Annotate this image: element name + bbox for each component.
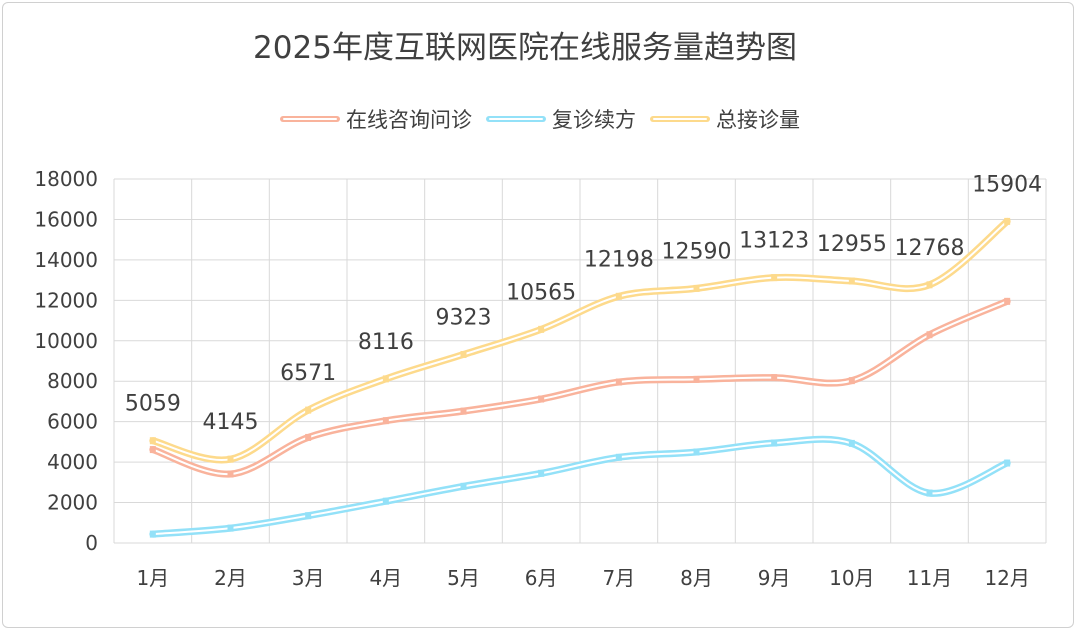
data-label: 12768 xyxy=(895,236,965,261)
x-tick-label: 4月 xyxy=(369,566,402,590)
data-point xyxy=(538,469,545,477)
data-point xyxy=(1004,297,1011,305)
data-label: 15904 xyxy=(972,172,1042,197)
data-point xyxy=(227,524,234,532)
series-line-inner-1 xyxy=(151,438,1009,536)
data-point xyxy=(382,375,389,383)
y-tick-label: 12000 xyxy=(34,288,98,312)
legend-label: 总接诊量 xyxy=(716,108,800,132)
x-tick-label: 8月 xyxy=(680,566,713,590)
data-label: 9323 xyxy=(436,305,492,330)
data-point xyxy=(926,331,933,339)
data-label: 4145 xyxy=(203,410,259,435)
data-point xyxy=(848,277,855,285)
y-tick-label: 16000 xyxy=(34,207,98,231)
data-point xyxy=(538,325,545,333)
legend-item: 总接诊量 xyxy=(650,104,800,134)
data-point xyxy=(926,489,933,497)
x-tick-label: 12月 xyxy=(984,566,1029,590)
data-point xyxy=(149,446,156,454)
data-point xyxy=(460,350,467,358)
data-label: 12198 xyxy=(584,247,654,272)
legend-item: 复诊续方 xyxy=(486,104,636,134)
data-label: 8116 xyxy=(358,330,414,355)
x-tick-label: 10月 xyxy=(829,566,874,590)
chart-title: 2025年度互联网医院在线服务量趋势图 xyxy=(253,30,797,66)
data-label: 13123 xyxy=(739,229,809,254)
data-point xyxy=(538,395,545,403)
data-label: 12590 xyxy=(662,239,732,264)
data-label: 6571 xyxy=(280,361,336,386)
x-tick-label: 11月 xyxy=(907,566,952,590)
data-point xyxy=(149,530,156,538)
data-point xyxy=(227,470,234,478)
legend-item: 在线咨询问诊 xyxy=(280,104,472,134)
x-tick-label: 5月 xyxy=(447,566,480,590)
y-tick-label: 6000 xyxy=(47,410,98,434)
x-tick-label: 6月 xyxy=(525,566,558,590)
data-point xyxy=(615,453,622,461)
y-tick-label: 0 xyxy=(85,531,98,555)
y-tick-label: 2000 xyxy=(47,491,98,515)
y-tick-label: 14000 xyxy=(34,248,98,272)
data-label: 10565 xyxy=(506,280,576,305)
data-label: 12955 xyxy=(817,232,887,257)
data-point xyxy=(848,439,855,447)
y-tick-label: 4000 xyxy=(47,450,98,474)
x-tick-label: 1月 xyxy=(136,566,169,590)
data-point xyxy=(615,378,622,386)
data-point xyxy=(693,448,700,456)
data-point xyxy=(460,407,467,415)
data-point xyxy=(771,274,778,282)
y-tick-label: 8000 xyxy=(47,369,98,393)
legend-swatch-2 xyxy=(650,116,710,122)
y-tick-label: 18000 xyxy=(34,167,98,191)
legend-label: 复诊续方 xyxy=(552,108,636,132)
data-point xyxy=(305,433,312,441)
data-point xyxy=(771,374,778,382)
data-point xyxy=(848,377,855,385)
data-point xyxy=(1004,217,1011,225)
data-point xyxy=(460,482,467,490)
data-point xyxy=(382,497,389,505)
legend-swatch-1 xyxy=(486,116,546,122)
data-point xyxy=(693,284,700,292)
data-point xyxy=(382,417,389,425)
x-tick-label: 9月 xyxy=(758,566,791,590)
data-point xyxy=(227,455,234,463)
x-tick-label: 2月 xyxy=(214,566,247,590)
data-point xyxy=(693,375,700,383)
data-point xyxy=(305,512,312,520)
legend-swatch-0 xyxy=(280,116,340,122)
x-tick-label: 3月 xyxy=(292,566,325,590)
data-point xyxy=(771,439,778,447)
series-line-inner-2 xyxy=(151,220,1009,461)
data-point xyxy=(615,292,622,300)
x-tick-label: 7月 xyxy=(602,566,635,590)
data-point xyxy=(149,437,156,445)
data-point xyxy=(1004,459,1011,467)
data-point xyxy=(926,281,933,289)
legend: 在线咨询问诊 复诊续方 总接诊量 xyxy=(0,104,1080,134)
legend-label: 在线咨询问诊 xyxy=(346,108,472,132)
series-line-inner-0 xyxy=(151,300,1009,476)
data-point xyxy=(305,406,312,414)
data-label: 5059 xyxy=(125,392,181,417)
y-tick-label: 10000 xyxy=(34,329,98,353)
